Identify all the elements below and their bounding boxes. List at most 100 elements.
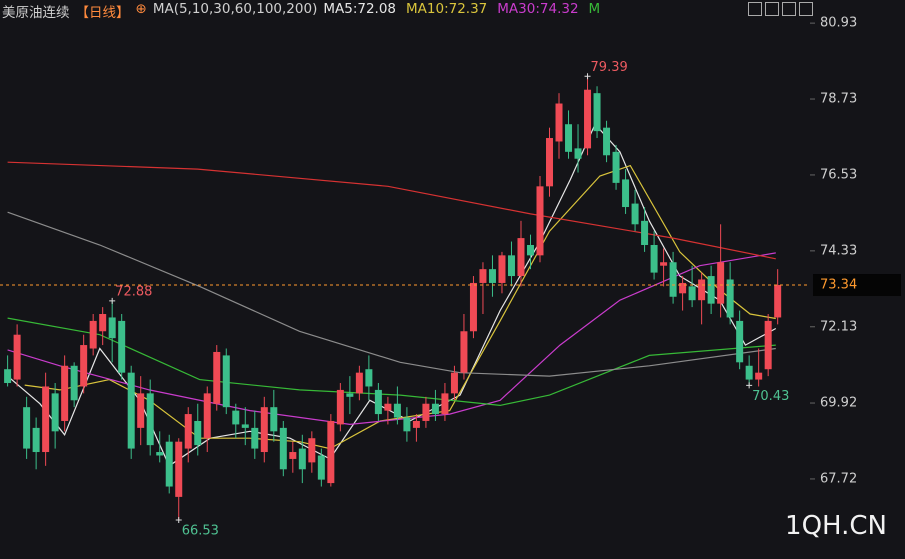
extreme-marker — [175, 517, 182, 524]
candle-body — [469, 282, 477, 332]
candle-body — [403, 417, 411, 432]
candle-body — [260, 407, 268, 453]
candle-body — [289, 452, 297, 459]
candle-body — [4, 369, 12, 384]
toolbar — [748, 2, 813, 16]
extreme-label: 66.53 — [182, 524, 219, 539]
candle-body — [108, 317, 116, 339]
candle-body — [70, 365, 78, 401]
candle-body — [679, 282, 687, 294]
watermark: 1QH.CN — [785, 511, 887, 541]
candle-body — [755, 372, 763, 380]
candle-body — [346, 393, 354, 397]
legend-entry: MA10:72.37 — [406, 1, 488, 17]
candle-body — [270, 407, 278, 432]
candle-body — [574, 148, 582, 159]
candle-body — [450, 372, 458, 394]
candle-body — [51, 393, 59, 432]
ma-line — [7, 211, 776, 377]
candle-body — [137, 393, 145, 428]
candle-body — [393, 403, 401, 418]
candle-body — [774, 285, 782, 318]
candle-body — [279, 427, 287, 470]
candle-body — [156, 452, 164, 456]
candle-body — [251, 427, 259, 449]
last-price-box — [813, 274, 901, 297]
legend-entry: M — [588, 1, 601, 17]
tool-button[interactable] — [748, 2, 762, 16]
candle-body — [498, 255, 506, 283]
extreme-label: 70.43 — [752, 389, 789, 404]
candle-body — [203, 393, 211, 439]
candle-body — [688, 286, 696, 301]
candle-body — [298, 448, 306, 470]
candle-body — [717, 262, 725, 304]
y-tick-label: 78.73 — [820, 92, 857, 107]
candle-body — [374, 389, 382, 415]
candle-body — [584, 89, 592, 149]
candle-body — [593, 93, 601, 132]
candle-body — [555, 103, 563, 142]
candle-body — [507, 255, 515, 277]
candle-body — [707, 276, 715, 304]
candle-body — [194, 420, 202, 446]
candle-body — [99, 314, 107, 332]
candle-body — [479, 269, 487, 283]
ma-line — [7, 252, 776, 426]
candle-body — [23, 407, 31, 449]
legend-entry: MA5:72.08 — [323, 1, 397, 17]
instrument-name: 美原油连续 — [2, 5, 70, 21]
y-tick-label: 74.33 — [820, 243, 857, 258]
extreme-marker — [584, 73, 591, 80]
candle-body — [517, 238, 525, 277]
candle-body — [336, 389, 344, 425]
y-tick-label: 76.53 — [820, 167, 857, 182]
candle-body — [431, 403, 439, 415]
candle-body — [546, 138, 554, 187]
extreme-marker — [746, 382, 753, 389]
candle-body — [42, 386, 50, 453]
extreme-marker — [109, 297, 116, 304]
candle-body — [441, 393, 449, 415]
candle-body — [736, 320, 744, 363]
candle-body — [460, 331, 468, 373]
candle-body — [327, 420, 335, 484]
candle-body — [241, 424, 249, 428]
tool-button[interactable] — [765, 2, 779, 16]
candle-body — [165, 441, 173, 487]
candle-body — [32, 427, 40, 453]
tool-button[interactable] — [782, 2, 796, 16]
candle-body — [612, 151, 620, 183]
header: 美原油连续 【日线】 ⊕ MA(5,10,30,60,100,200) MA5:… — [2, 1, 600, 21]
candle-body — [184, 414, 192, 449]
period[interactable]: 【日线】 — [75, 5, 130, 21]
candle-body — [764, 320, 772, 370]
candle-body — [365, 369, 373, 387]
candle-body — [641, 220, 649, 245]
candle-body — [89, 320, 97, 349]
extreme-label: 72.88 — [115, 284, 152, 299]
last-price-label: 73.34 — [820, 278, 857, 293]
candle-body — [412, 420, 420, 428]
candle-body — [631, 203, 639, 225]
candle-body — [745, 365, 753, 380]
candle-body — [317, 455, 325, 480]
ma-set[interactable]: MA(5,10,30,60,100,200) — [152, 1, 318, 17]
candle-body — [118, 320, 126, 373]
candle-body — [61, 365, 69, 421]
candle-body — [698, 279, 706, 301]
candle-body — [146, 393, 154, 446]
candle-body — [726, 279, 734, 318]
add-button[interactable]: ⊕ — [135, 1, 147, 17]
candle-body — [603, 127, 611, 156]
candle-body — [232, 410, 240, 425]
y-tick-label: 67.72 — [820, 471, 857, 486]
candle-body — [526, 244, 534, 256]
tool-button[interactable] — [799, 2, 813, 16]
candle-body — [660, 262, 668, 266]
y-tick-label: 72.13 — [820, 319, 857, 334]
candle-body — [127, 372, 135, 449]
legend-entry: MA30:74.32 — [497, 1, 579, 17]
